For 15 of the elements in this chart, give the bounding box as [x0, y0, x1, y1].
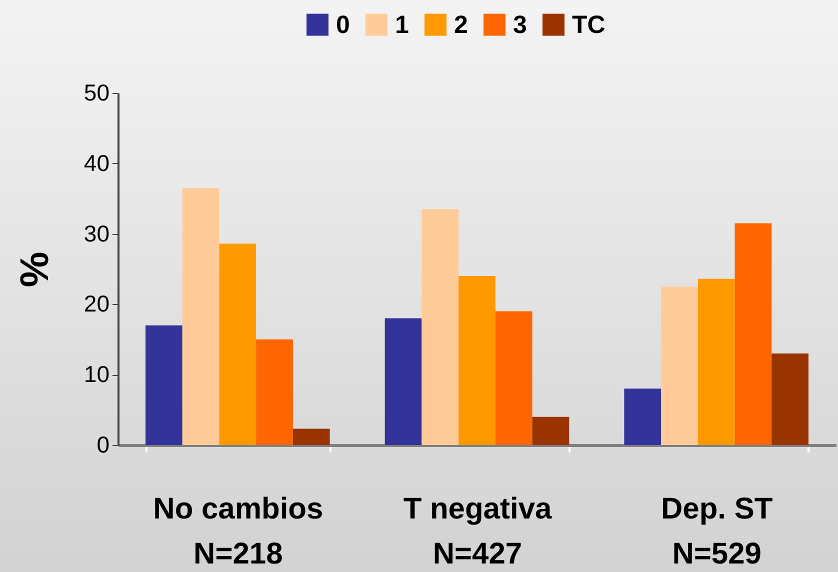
y-tick-label: 0 — [96, 432, 110, 458]
y-tick-label: 30 — [84, 220, 110, 246]
x-tick-label: Dep. ST N=529 — [660, 492, 773, 570]
legend-label: 2 — [454, 10, 468, 39]
y-tick-label: 20 — [84, 290, 110, 317]
legend-label: 1 — [395, 10, 409, 39]
x-tick-label: No cambios N=218 — [153, 492, 324, 570]
legend-label: 0 — [336, 10, 350, 39]
legend-label: TC — [572, 10, 606, 39]
y-tick-label: 50 — [84, 80, 110, 106]
x-tick-label: T negativa N=427 — [403, 492, 552, 570]
y-tick-label: 10 — [84, 361, 110, 388]
y-axis-title: % — [12, 252, 57, 288]
y-tick-label: 40 — [84, 150, 110, 176]
legend-label: 3 — [513, 10, 527, 39]
